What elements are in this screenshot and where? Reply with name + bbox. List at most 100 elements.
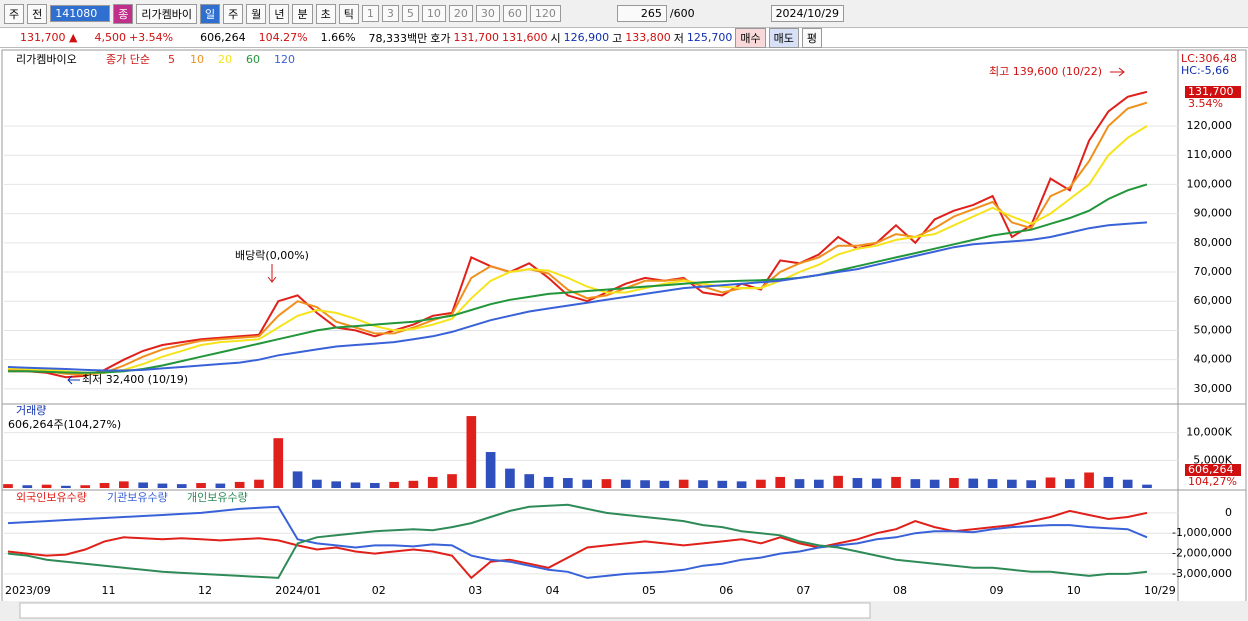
x-tick-label: 2023/09 xyxy=(5,584,51,597)
count-max: /600 xyxy=(669,7,695,20)
subtitle: 606,264주(104,27%) xyxy=(8,418,121,431)
label: 시 xyxy=(550,31,561,45)
tick-button[interactable]: 틱 xyxy=(338,3,359,24)
interval-button[interactable]: 3 xyxy=(381,5,399,22)
event-label: 배당락(0,00%) xyxy=(235,249,309,262)
label: 호가 xyxy=(430,31,451,45)
volume-bar xyxy=(891,476,901,488)
minute-button[interactable]: 분 xyxy=(292,3,313,24)
volume-bar xyxy=(833,475,843,488)
week-button[interactable]: 주 xyxy=(223,3,244,24)
interval-button[interactable]: 5 xyxy=(401,5,419,22)
volume-bar xyxy=(717,480,728,488)
volume-bar xyxy=(292,471,303,488)
high: 133,800 xyxy=(625,31,671,44)
y-tick-label: 70,000 xyxy=(1194,265,1233,278)
volume-bar xyxy=(41,484,52,488)
legend-entry: 기관보유수량 xyxy=(107,491,168,504)
label: 저 xyxy=(673,31,684,45)
volume-bar xyxy=(968,478,979,488)
volume-bar xyxy=(1026,480,1036,488)
ask: 131,700 xyxy=(453,31,500,44)
y-tick-label: 60,000 xyxy=(1194,294,1233,307)
hc-label: HC:-5,66 xyxy=(1181,64,1229,77)
y-tick-label: 100,000 xyxy=(1187,177,1233,190)
month-button[interactable]: 월 xyxy=(246,3,267,24)
last-box xyxy=(1185,464,1241,476)
date-input[interactable]: 2024/10/29 xyxy=(770,5,844,22)
second-button[interactable]: 초 xyxy=(315,3,336,24)
stock-name[interactable]: 리가켐바이 xyxy=(136,3,197,24)
volume-bar xyxy=(910,479,921,488)
volume-ratio: 104.27% xyxy=(258,31,308,44)
volume-bar xyxy=(929,479,940,488)
scroll-thumb[interactable] xyxy=(19,602,871,619)
y-tick-label: 0 xyxy=(1225,506,1232,519)
volume-bar xyxy=(215,483,226,488)
day-button[interactable]: 일 xyxy=(199,3,221,24)
prev-button[interactable]: 전 xyxy=(27,3,48,24)
open: 126,900 xyxy=(563,31,610,44)
low-label: 최저 32,400 (10/19) xyxy=(82,373,188,386)
y-tick-label: 120,000 xyxy=(1187,119,1233,132)
interval-button[interactable]: 20 xyxy=(448,5,473,22)
subtitle: 종가 단순 xyxy=(106,53,150,66)
series-line xyxy=(7,505,1148,579)
frame xyxy=(1,49,1247,603)
sell-button[interactable]: 매도 xyxy=(768,27,799,48)
code-input[interactable]: 141080 xyxy=(50,5,111,22)
legend-entry: 60 xyxy=(246,53,260,66)
volume-bar xyxy=(794,479,805,488)
interval-button[interactable]: 1 xyxy=(361,5,379,22)
volume-bar xyxy=(369,483,380,488)
volume-bar xyxy=(196,483,206,488)
legend-entry: 20 xyxy=(218,53,232,66)
buy-button[interactable]: 매수 xyxy=(735,27,766,48)
x-tick-label: 07 xyxy=(797,584,811,597)
x-tick-label: 03 xyxy=(468,584,482,597)
lc-label: LC:306,48 xyxy=(1181,52,1237,65)
volume-bar xyxy=(601,479,612,488)
volume-bar xyxy=(254,479,264,488)
volume-bar xyxy=(678,479,689,488)
volume-bar xyxy=(640,480,650,488)
volume-bar xyxy=(157,483,168,488)
volume-bar xyxy=(620,479,631,488)
volume-bar xyxy=(234,481,245,488)
change-rate: +3.54% xyxy=(128,31,174,44)
volume-bar xyxy=(331,481,342,488)
interval-button[interactable]: 30 xyxy=(475,5,500,22)
count-input[interactable]: 265 xyxy=(616,5,667,22)
toolbar: 주 전 141080 종 리가켐바이 일 주 월 년 분 초 틱 1 3 5 1… xyxy=(0,0,1248,28)
x-tick-label: 08 xyxy=(893,584,907,597)
type-badge: 종 xyxy=(113,3,134,24)
volume-bar xyxy=(273,438,284,488)
interval-button[interactable]: 60 xyxy=(502,5,527,22)
interval-button[interactable]: 10 xyxy=(421,5,446,22)
volume-bar xyxy=(756,479,766,488)
x-tick-label: 04 xyxy=(546,584,560,597)
volume-bar xyxy=(871,478,882,488)
volume-bar xyxy=(1084,472,1094,488)
volume-bar xyxy=(852,478,863,488)
series-line xyxy=(8,90,1148,379)
x-tick-label: 02 xyxy=(372,584,386,597)
year-button[interactable]: 년 xyxy=(269,3,290,24)
volume-bar xyxy=(505,468,515,488)
interval-button[interactable]: 120 xyxy=(529,5,561,22)
legend-entry: 5 xyxy=(168,53,175,66)
last-label: 131,700 xyxy=(1188,85,1234,98)
change-label: 104,27% xyxy=(1188,475,1237,488)
change-label: 3.54% xyxy=(1188,97,1223,110)
period-select[interactable]: 주 xyxy=(4,3,25,24)
series-line xyxy=(7,221,1148,372)
avg-button[interactable]: 평 xyxy=(801,27,823,48)
volume-bar xyxy=(736,481,747,488)
amount: 78,333백만 xyxy=(368,31,428,45)
volume-bar xyxy=(949,478,959,488)
y-tick-label: 110,000 xyxy=(1187,148,1233,161)
volume-bar xyxy=(1064,479,1075,488)
x-tick-label: 06 xyxy=(719,584,733,597)
chart-area: 30,000 40,000 50,000 60,000 70,000 80,000 90,0… xyxy=(0,49,1248,621)
volume-bar xyxy=(485,452,496,488)
